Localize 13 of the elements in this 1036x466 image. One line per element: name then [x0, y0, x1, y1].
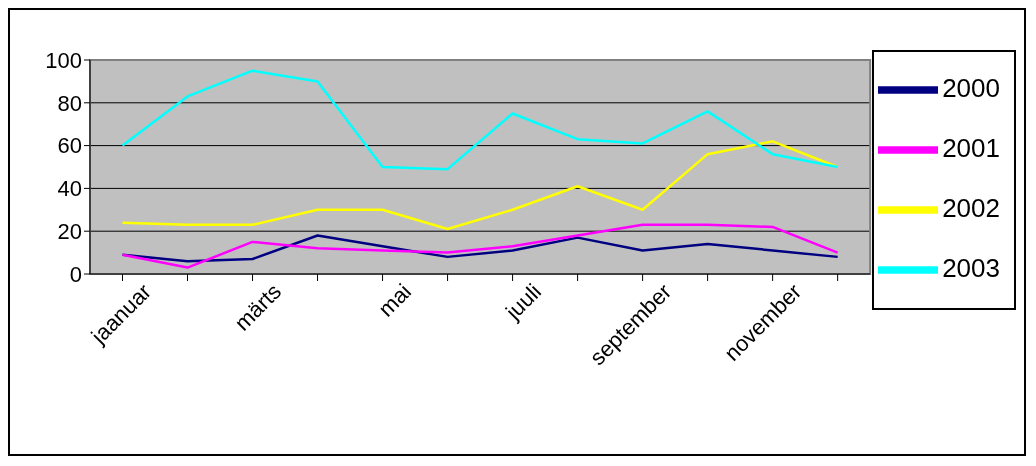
legend-label: 2001	[942, 132, 1000, 163]
line-series	[121, 69, 839, 171]
x-tick-label: mai	[373, 278, 417, 322]
y-tick-label: 60	[57, 133, 82, 159]
legend-label: 2002	[942, 192, 1000, 223]
y-tick-label: 80	[57, 90, 82, 116]
y-tick-label: 100	[45, 47, 82, 73]
y-tick-label: 40	[57, 176, 82, 202]
y-tick-label: 20	[57, 219, 82, 245]
y-tick-label: 0	[69, 261, 82, 287]
legend-label: 2000	[942, 72, 1000, 103]
line-series	[121, 223, 839, 269]
legend-label: 2003	[942, 252, 1000, 283]
